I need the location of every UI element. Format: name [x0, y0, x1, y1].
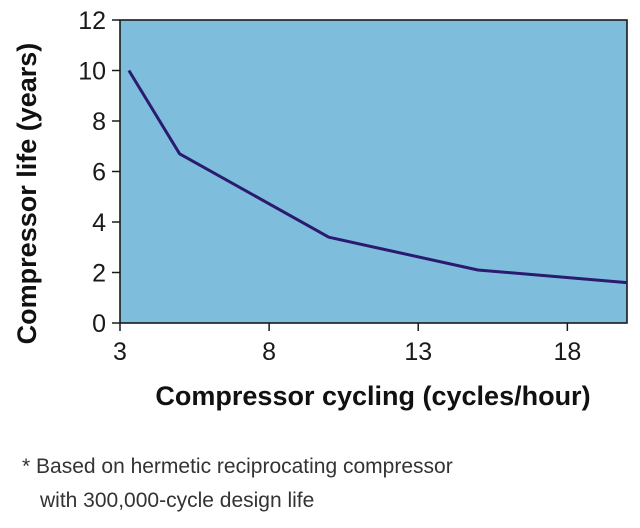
- y-axis-ticks: 0 2 4 6 8 10 12: [78, 7, 120, 338]
- plot-area: [119, 19, 628, 324]
- x-axis-title: Compressor cycling (cycles/hour): [155, 381, 590, 411]
- y-tick-label: 4: [92, 209, 106, 237]
- y-tick-label: 10: [78, 58, 106, 86]
- x-tick-label: 3: [113, 338, 127, 366]
- line-chart: 0 2 4 6 8 10 12 3 8 13 18 Compressor life (years)…: [12, 7, 628, 411]
- series-group: [127, 69, 628, 285]
- footnote-line-2: with 300,000-cycle design life: [40, 489, 315, 512]
- y-tick-label: 8: [92, 108, 106, 136]
- y-tick-label: 2: [92, 260, 106, 288]
- series-line: [127, 69, 628, 285]
- x-tick-label: 13: [404, 338, 432, 366]
- y-tick-label: 0: [92, 310, 106, 338]
- y-tick-label: 12: [78, 7, 106, 35]
- y-axis-title: Compressor life (years): [12, 43, 42, 345]
- y-tick-label: 6: [92, 159, 106, 187]
- footnote-line-1: * Based on hermetic reciprocating compre…: [22, 455, 453, 478]
- x-tick-label: 18: [553, 338, 581, 366]
- x-tick-label: 8: [262, 338, 276, 366]
- x-axis-ticks: 3 8 13 18: [113, 323, 581, 366]
